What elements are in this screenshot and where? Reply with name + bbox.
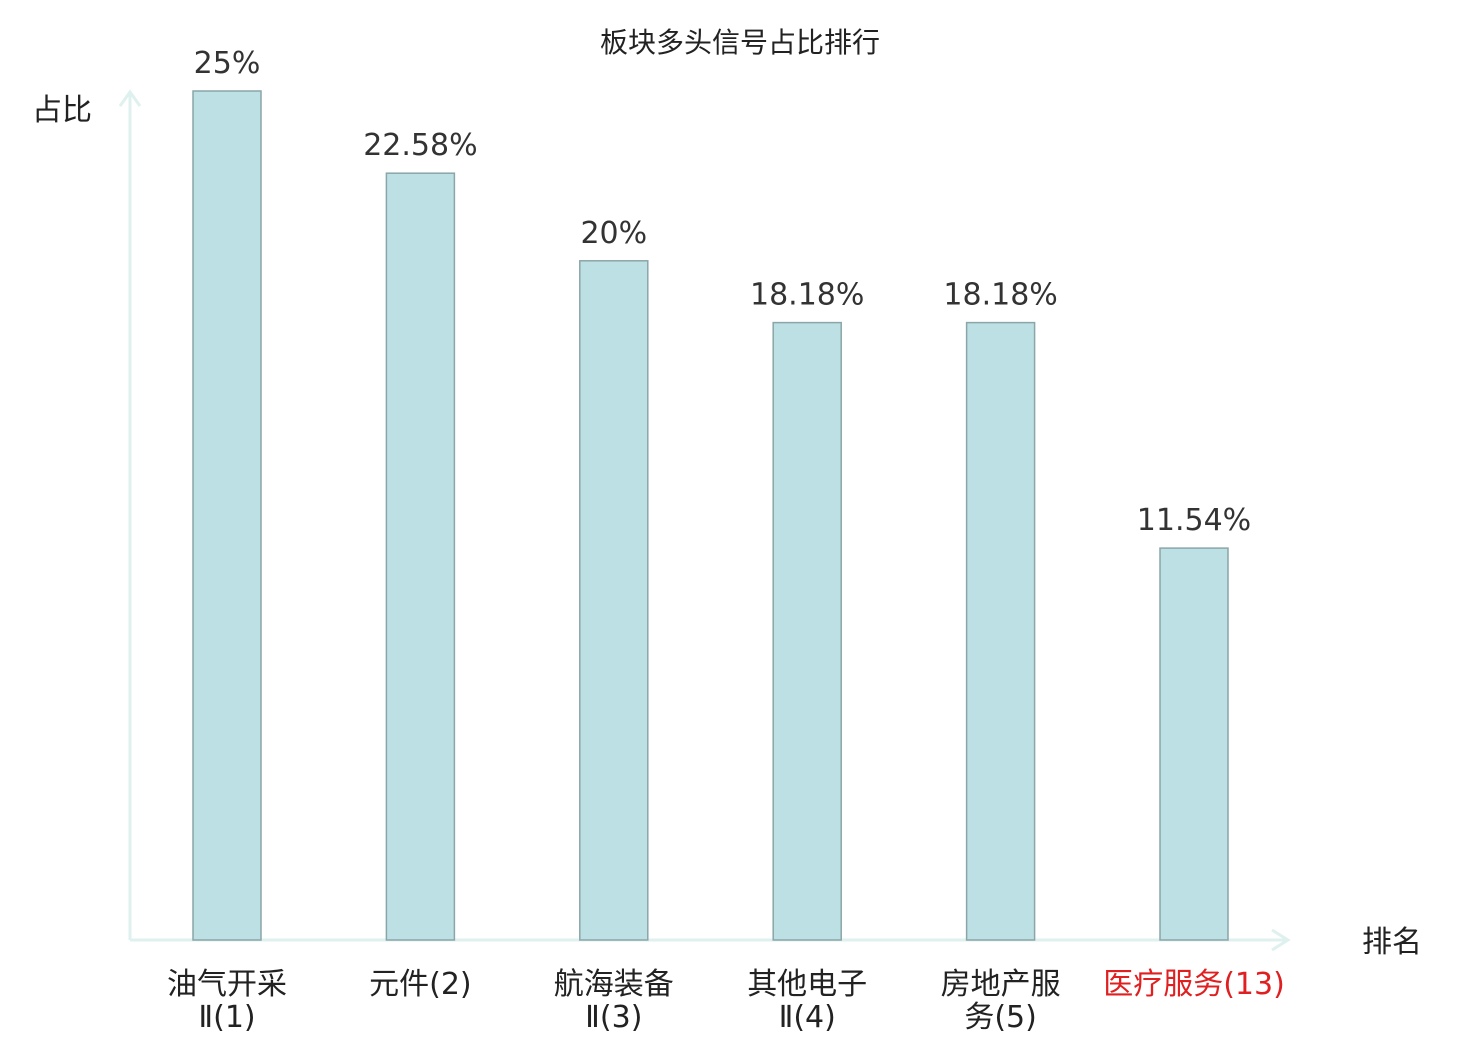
data-label: 25% xyxy=(194,46,261,81)
bar xyxy=(1159,547,1229,941)
x-axis-label: 排名 xyxy=(1362,925,1422,960)
data-label: 18.18% xyxy=(750,278,864,313)
x-tick-label: 房地产服务(5) xyxy=(941,967,1061,1035)
x-tick-label-line: Ⅱ(4) xyxy=(779,1000,836,1035)
bar-series xyxy=(192,90,1229,941)
bar xyxy=(385,172,456,941)
data-label: 22.58% xyxy=(363,128,477,163)
x-tick-label: 元件(2) xyxy=(369,967,472,1002)
x-tick-label-line: 航海装备 xyxy=(554,967,674,1002)
x-tick-label-line: 房地产服 xyxy=(941,967,1061,1002)
x-tick-label: 其他电子 Ⅱ(4) xyxy=(747,967,867,1035)
bar xyxy=(579,260,649,941)
data-label: 18.18% xyxy=(943,278,1057,313)
x-tick-label-line: 医疗服务(13) xyxy=(1103,967,1285,1002)
data-label: 20% xyxy=(580,216,647,251)
x-tick-label: 医疗服务(13) xyxy=(1103,967,1285,1002)
y-axis xyxy=(118,89,142,940)
bar xyxy=(192,90,262,941)
bar xyxy=(772,321,842,941)
x-tick-label: 航海装备 Ⅱ(3) xyxy=(554,967,674,1035)
x-tick-label-line: 元件(2) xyxy=(369,967,472,1002)
x-tick-label-line: 其他电子 xyxy=(747,967,867,1002)
x-tick-label-line: 油气开采 xyxy=(167,967,287,1002)
x-tick-label-line: 务(5) xyxy=(964,1000,1037,1035)
x-axis xyxy=(130,928,1291,952)
category-labels: 油气开采 Ⅱ(1) 元件(2) 航海装备 Ⅱ(3) 其他电子 Ⅱ(4) 房地产服务(5) 医疗服… xyxy=(167,967,1285,1035)
y-axis-label: 占比 xyxy=(32,93,92,128)
data-label: 11.54% xyxy=(1137,503,1251,538)
chart-title: 板块多头信号占比排行 xyxy=(600,26,880,59)
bar xyxy=(965,321,1036,941)
value-labels: 25% 22.58% 20% 18.18% 18.18% 11.54% xyxy=(194,46,1252,538)
x-tick-label-line: Ⅱ(1) xyxy=(198,1000,255,1035)
x-tick-label: 油气开采 Ⅱ(1) xyxy=(167,967,287,1035)
x-tick-label-line: Ⅱ(3) xyxy=(585,1000,642,1035)
